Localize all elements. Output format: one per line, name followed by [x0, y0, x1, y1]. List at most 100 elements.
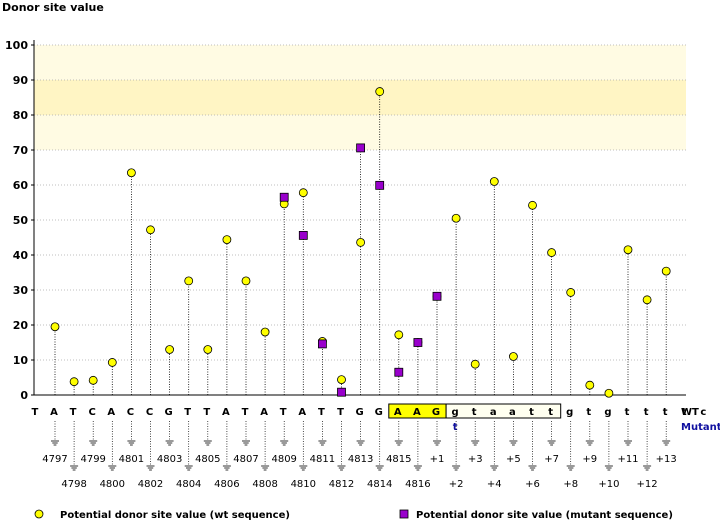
position-label: +13	[656, 454, 677, 465]
position-label: 4806	[214, 479, 239, 490]
nucleotide-label: g	[452, 407, 459, 418]
wt-point	[165, 345, 175, 354]
y-tick-label: 40	[13, 249, 29, 262]
nucleotide-label: t	[548, 407, 553, 418]
wt-point	[661, 266, 671, 276]
nucleotide-label: t	[586, 407, 591, 418]
mutant-series	[279, 143, 442, 397]
position-label: 4807	[233, 454, 258, 465]
nucleotide-label: A	[222, 407, 230, 418]
nucleotide-label: T	[184, 407, 191, 418]
legend: Potential donor site value (wt sequence)…	[34, 509, 673, 520]
wt-point	[50, 322, 60, 332]
wt-point	[642, 295, 652, 305]
wt-point	[146, 225, 155, 235]
mutant-point	[279, 192, 289, 202]
wt-point	[375, 87, 385, 96]
wt-point	[69, 377, 79, 387]
wt-point	[184, 276, 194, 286]
position-label: +8	[563, 479, 578, 490]
position-label: 4800	[100, 479, 125, 490]
legend-mutant-label: Potential donor site value (mutant seque…	[416, 510, 673, 520]
position-label: 4798	[61, 479, 86, 490]
wt-point	[260, 327, 270, 337]
nucleotide-label: g	[566, 407, 573, 418]
nucleotide-label: G	[164, 407, 172, 418]
nucleotide-label: A	[50, 407, 58, 418]
wt-point	[489, 177, 499, 186]
nucleotide-label: G	[432, 407, 440, 418]
wt-point	[470, 359, 480, 369]
wt-point	[203, 345, 213, 354]
position-label: 4797	[42, 454, 67, 465]
nucleotide-label: G	[355, 407, 363, 418]
intron-box	[445, 403, 562, 419]
position-label: +2	[449, 479, 464, 490]
position-label: +12	[637, 479, 658, 490]
wt-point	[298, 188, 308, 198]
y-tick-label: 70	[13, 144, 29, 157]
mutant-point	[413, 338, 423, 347]
mutant-point	[432, 291, 442, 301]
position-label: 4813	[348, 454, 373, 465]
position-label: 4812	[329, 479, 354, 490]
position-label: +1	[430, 454, 445, 465]
position-label: 4815	[386, 454, 411, 465]
wt-point	[604, 388, 614, 398]
legend-mutant-marker	[399, 509, 409, 519]
mutant-row-label: Mutant	[681, 422, 720, 433]
wt-point	[394, 330, 404, 340]
position-label: +4	[487, 479, 502, 490]
mutant-point	[298, 230, 308, 240]
nucleotide-label: A	[413, 407, 421, 418]
wt-series	[50, 87, 671, 398]
wt-point	[88, 375, 98, 385]
y-tick-label: 80	[13, 109, 29, 122]
position-label: +3	[468, 454, 483, 465]
mutant-point	[317, 339, 327, 349]
wt-point	[547, 248, 556, 257]
wt-point	[623, 245, 633, 255]
nucleotide-label: T	[318, 407, 325, 418]
legend-wt-label: Potential donor site value (wt sequence)	[60, 510, 290, 520]
nucleotide-label: c	[700, 407, 706, 418]
nucleotide-label: G	[375, 407, 383, 418]
position-label: 4811	[310, 454, 335, 465]
wt-prefix-label: T	[31, 407, 38, 418]
wt-point	[451, 213, 461, 223]
nucleotide-label: C	[127, 407, 134, 418]
wt-point	[509, 352, 518, 361]
y-tick-label: 100	[5, 39, 28, 52]
position-label: 4804	[176, 479, 201, 490]
position-label: 4801	[119, 454, 144, 465]
nucleotide-label: t	[472, 407, 477, 418]
wt-point	[585, 380, 595, 390]
position-label: +10	[598, 479, 619, 490]
wt-point	[566, 288, 576, 297]
nucleotide-label: C	[89, 407, 96, 418]
y-tick-label: 10	[13, 354, 29, 367]
position-row: 4797 4798 4799 4800 4801 4802 4803 4804 4805 4806…	[42, 421, 677, 490]
position-label: +9	[582, 454, 597, 465]
highlight-band	[34, 80, 686, 115]
nucleotide-label: g	[604, 407, 611, 418]
position-label: 4808	[252, 479, 277, 490]
gridlines	[34, 44, 686, 361]
nucleotide-label: A	[107, 407, 115, 418]
mutant-point	[394, 367, 404, 377]
nucleotide-label: T	[280, 407, 287, 418]
nucleotide-label: A	[394, 407, 402, 418]
position-label: +6	[525, 479, 540, 490]
nucleotide-label: a	[490, 407, 497, 418]
y-tick-label: 90	[13, 74, 29, 87]
wt-point	[222, 235, 232, 245]
nucleotide-label: a	[509, 407, 516, 418]
position-label: 4809	[271, 454, 296, 465]
wt-point	[528, 200, 537, 210]
position-label: 4802	[138, 479, 163, 490]
nucleotide-label: t	[644, 407, 649, 418]
position-label: 4810	[291, 479, 316, 490]
position-label: +7	[544, 454, 559, 465]
y-axis-title: Donor site value	[2, 1, 104, 14]
position-label: 4816	[405, 479, 430, 490]
